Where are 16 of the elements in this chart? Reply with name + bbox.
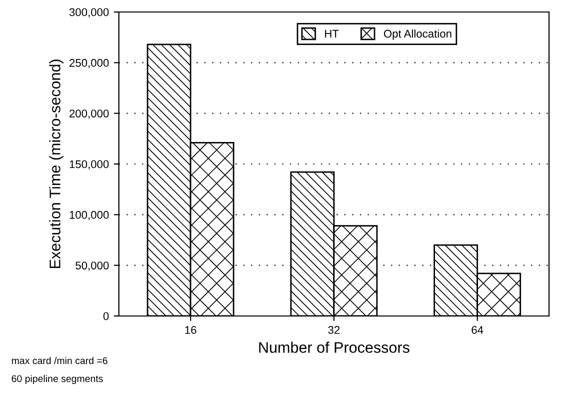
y-tick-label: 0 (103, 312, 109, 320)
y-tick-label: 300,000 (69, 8, 109, 18)
text: max card /min card =6 (12, 356, 108, 364)
x-tick-label: 16 (185, 326, 196, 334)
x-axis-title: Number of Processors (259, 342, 410, 353)
y-tick-label: 50,000 (76, 262, 109, 271)
legend-label: Opt Allocation (384, 29, 452, 40)
y-tick-label: 250,000 (70, 58, 109, 68)
y-tick-label: 200,000 (70, 110, 109, 119)
legend-label: HT (325, 30, 339, 38)
y-tick-label: 100,000 (70, 210, 109, 220)
x-tick-label: 64 (472, 326, 484, 334)
y-axis-title: Execution Time (micro-second) (49, 60, 64, 268)
x-tick-label: 32 (328, 326, 340, 334)
text: 60 pipeline segments (12, 374, 103, 384)
y-tick-label: 150,000 (70, 160, 109, 170)
